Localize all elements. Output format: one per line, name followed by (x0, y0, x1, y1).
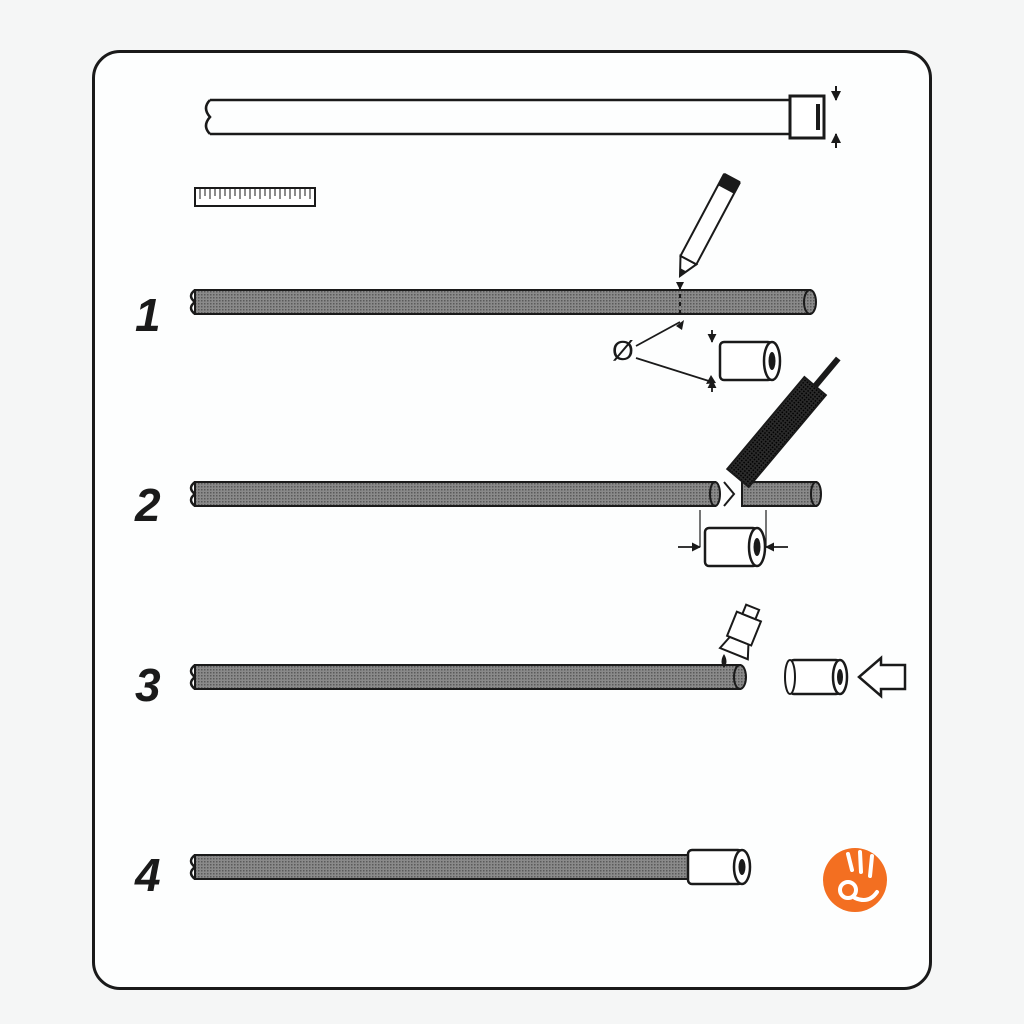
diameter-symbol: Ø (612, 335, 634, 366)
ferrule-icon (705, 528, 765, 566)
step-3-diagram (191, 602, 905, 696)
ok-hand-badge-icon (823, 848, 887, 912)
step-2-diagram (191, 349, 849, 566)
instruction-diagram: Ø (0, 0, 1024, 1024)
step-4-diagram (191, 848, 887, 912)
insert-arrow-icon (859, 658, 905, 696)
header-tube (206, 86, 836, 148)
pencil-icon (672, 173, 740, 280)
glue-bottle-icon (720, 602, 767, 660)
ferrule-icon (720, 342, 780, 380)
ferrule-icon (785, 660, 847, 694)
step-1-diagram: Ø (191, 173, 816, 392)
ruler-icon (195, 188, 315, 206)
